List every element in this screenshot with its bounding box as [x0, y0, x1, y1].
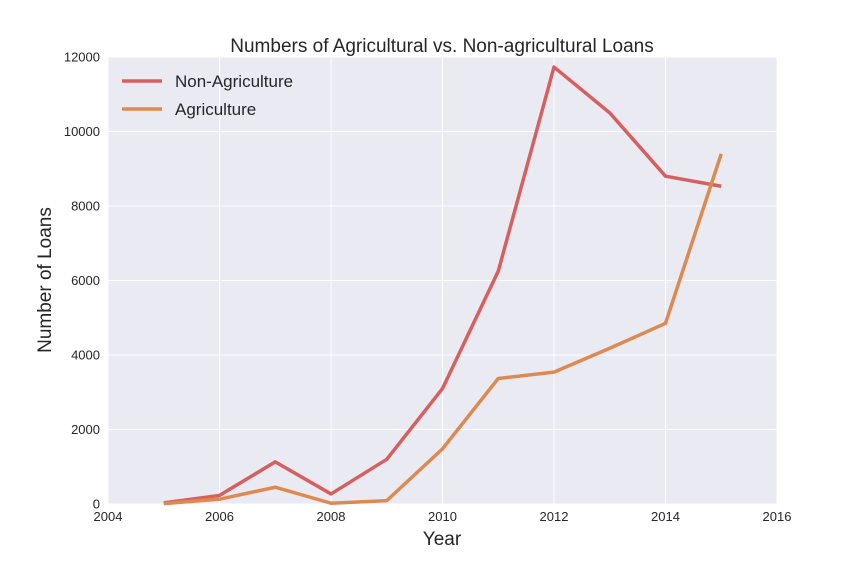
y-tick-label: 12000: [64, 50, 100, 65]
y-tick-label: 10000: [64, 124, 100, 139]
x-tick-label: 2014: [651, 509, 680, 524]
series-line-agriculture: [163, 153, 723, 506]
y-axis-label: Number of Loans: [35, 207, 56, 353]
x-tick-label: 2006: [205, 509, 234, 524]
grid-lines: [107, 56, 778, 505]
y-tick-label: 6000: [71, 273, 100, 288]
chart-title: Numbers of Agricultural vs. Non-agricult…: [230, 36, 653, 57]
y-tick-label: 0: [93, 497, 100, 512]
x-tick-label: 2012: [540, 509, 569, 524]
legend-label: Non-Agriculture: [175, 72, 293, 91]
x-tick-label: 2008: [317, 509, 346, 524]
x-tick-labels: 2004 2006 2008 2010 2012 2014 2016: [94, 509, 792, 524]
y-tick-labels: 0 2000 4000 6000 8000 10000 12000: [64, 50, 100, 512]
x-tick-label: 2004: [94, 509, 123, 524]
y-tick-label: 2000: [71, 422, 100, 437]
x-axis-label: Year: [423, 529, 462, 550]
series-lines: [163, 65, 723, 506]
series-line-non-agriculture: [163, 65, 722, 505]
y-tick-label: 8000: [71, 199, 100, 214]
x-tick-label: 2010: [428, 509, 457, 524]
legend: Non-Agriculture Agriculture: [122, 72, 293, 119]
y-tick-label: 4000: [71, 348, 100, 363]
x-tick-label: 2016: [763, 509, 792, 524]
legend-label: Agriculture: [175, 100, 256, 119]
